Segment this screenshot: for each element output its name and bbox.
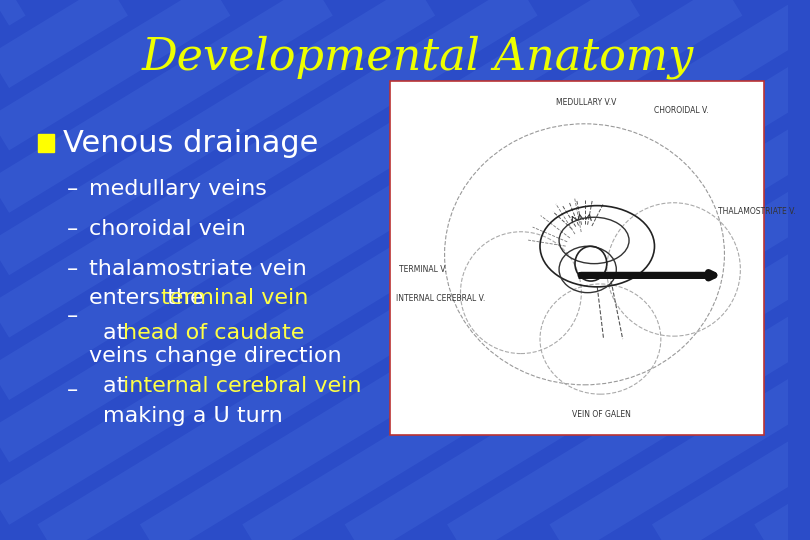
- Text: enters the: enters the: [89, 287, 211, 308]
- Text: THALAMOSTRIATE V.: THALAMOSTRIATE V.: [718, 207, 796, 216]
- Text: terminal vein: terminal vein: [161, 287, 309, 308]
- Text: at: at: [103, 375, 133, 396]
- Bar: [390, 81, 764, 435]
- Text: –: –: [67, 306, 79, 326]
- Text: –: –: [67, 380, 79, 400]
- Text: TERMINAL V.: TERMINAL V.: [399, 265, 447, 274]
- Text: medullary veins: medullary veins: [89, 179, 266, 199]
- Text: –: –: [67, 259, 79, 279]
- Text: –: –: [67, 219, 79, 239]
- Text: internal cerebral vein: internal cerebral vein: [123, 375, 361, 396]
- Text: at: at: [103, 323, 133, 343]
- Text: thalamostriate vein: thalamostriate vein: [89, 259, 307, 279]
- Text: choroidal vein: choroidal vein: [89, 219, 246, 239]
- Text: VEIN OF GALEN: VEIN OF GALEN: [572, 410, 631, 418]
- Text: head of caudate: head of caudate: [123, 323, 305, 343]
- Text: Developmental Anatomy: Developmental Anatomy: [142, 35, 693, 78]
- Text: INTERNAL CEREBRAL V.: INTERNAL CEREBRAL V.: [396, 294, 485, 303]
- Text: MEDULLARY V.V: MEDULLARY V.V: [556, 98, 616, 107]
- Text: –: –: [67, 179, 79, 199]
- Text: veins change direction: veins change direction: [89, 346, 342, 367]
- Bar: [38, 134, 53, 152]
- Text: Venous drainage: Venous drainage: [63, 129, 318, 158]
- Text: CHOROIDAL V.: CHOROIDAL V.: [654, 106, 709, 115]
- Text: making a U turn: making a U turn: [103, 406, 283, 426]
